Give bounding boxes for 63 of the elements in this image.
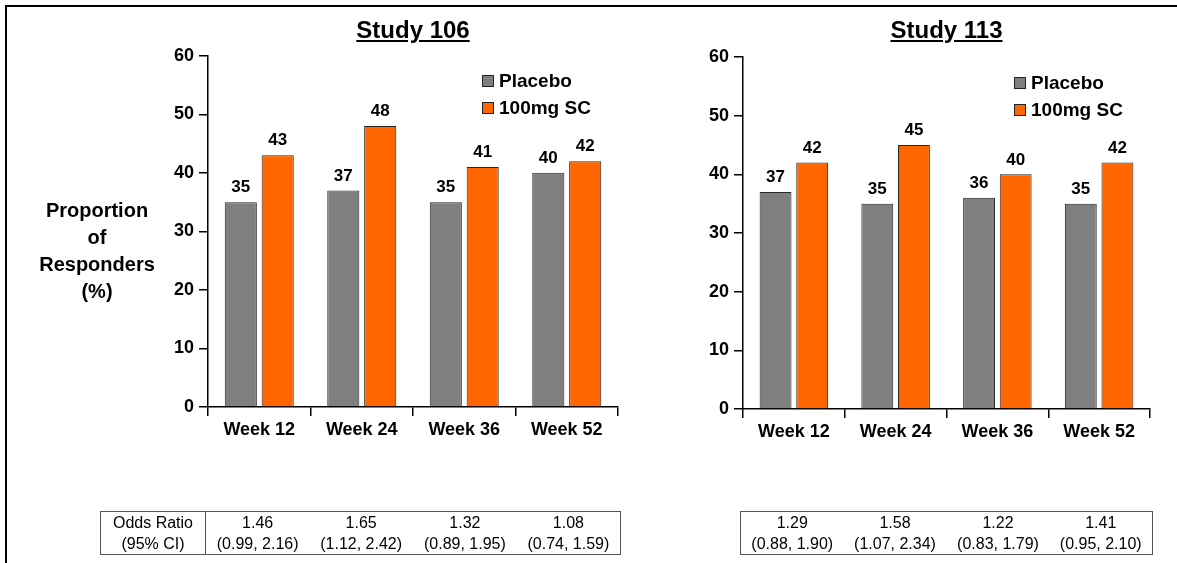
x-tick-label: Week 12 (758, 420, 830, 441)
text: 1.32 (448, 513, 482, 533)
legend-label: Placebo (499, 69, 572, 92)
y-tick-label: 60 (173, 44, 194, 65)
x-tick-label: Week 24 (325, 418, 398, 439)
y-tick-label: 10 (708, 339, 729, 360)
text: (0.88, 1.90) (750, 534, 835, 554)
data-label: 37 (766, 167, 786, 187)
text: (0.83, 1.79) (956, 534, 1040, 554)
data-label: 42 (1107, 137, 1127, 157)
y-tick-label: 30 (173, 220, 194, 241)
legend-label: 100mg SC (1031, 98, 1123, 121)
data-label: 35 (1071, 178, 1091, 198)
text: (0.99, 2.16) (215, 534, 300, 554)
data-label: 37 (333, 165, 353, 185)
text: (1.12, 2.42) (319, 534, 404, 554)
legend-label: 100mg SC (499, 96, 591, 119)
text: (0.95, 2.10) (1058, 534, 1143, 554)
x-tick-label: Week 12 (223, 418, 296, 439)
x-tick-label: Week 24 (859, 420, 932, 441)
y-tick-label: 0 (718, 397, 729, 418)
chart-title: Study 106 (356, 16, 470, 44)
data-label: 45 (904, 120, 924, 140)
y-tick-label: 0 (183, 395, 194, 416)
data-label: 35 (867, 178, 887, 198)
x-tick-label: Week 52 (1063, 420, 1135, 441)
data-label: 42 (575, 136, 595, 156)
data-label: 40 (1006, 149, 1026, 169)
data-label: 35 (436, 177, 456, 197)
y-tick-label: 40 (173, 161, 194, 182)
y-tick-label: 30 (708, 221, 729, 242)
y-tick-label: 50 (173, 103, 194, 124)
x-tick-label: Week 36 (428, 418, 501, 439)
data-label: 48 (370, 101, 390, 121)
y-tick-label: 50 (708, 104, 729, 125)
text: 1.65 (344, 513, 378, 533)
chart-title: Study 113 (890, 16, 1003, 44)
data-label: 36 (969, 172, 989, 192)
data-label: 35 (231, 177, 251, 197)
text: (0.74, 1.59) (526, 534, 611, 554)
x-tick-label: Week 36 (961, 420, 1034, 441)
y-tick-label: 10 (173, 337, 194, 358)
text: 1.58 (878, 513, 912, 533)
text: 1.46 (241, 513, 275, 533)
y-tick-label: 60 (708, 45, 729, 66)
data-label: 40 (538, 148, 558, 168)
x-tick-label: Week 52 (530, 418, 603, 439)
text: 1.29 (775, 513, 809, 533)
text: (95% CI) (100, 533, 206, 555)
y-axis-title: Proportion of Responders (%) (38, 198, 156, 304)
data-label: 42 (802, 137, 822, 157)
data-label: 43 (268, 130, 288, 150)
text: 1.22 (981, 513, 1015, 533)
text: Odds Ratio (100, 511, 206, 533)
text: (1.07, 2.34) (853, 534, 937, 554)
y-tick-label: 20 (173, 278, 194, 299)
data-label: 41 (473, 142, 493, 162)
legend-label: Placebo (1031, 71, 1104, 94)
y-tick-label: 20 (708, 280, 729, 301)
y-tick-label: 40 (708, 163, 729, 184)
text: (0.89, 1.95) (422, 534, 507, 554)
text: 1.08 (551, 513, 585, 533)
text: 1.41 (1084, 513, 1118, 533)
